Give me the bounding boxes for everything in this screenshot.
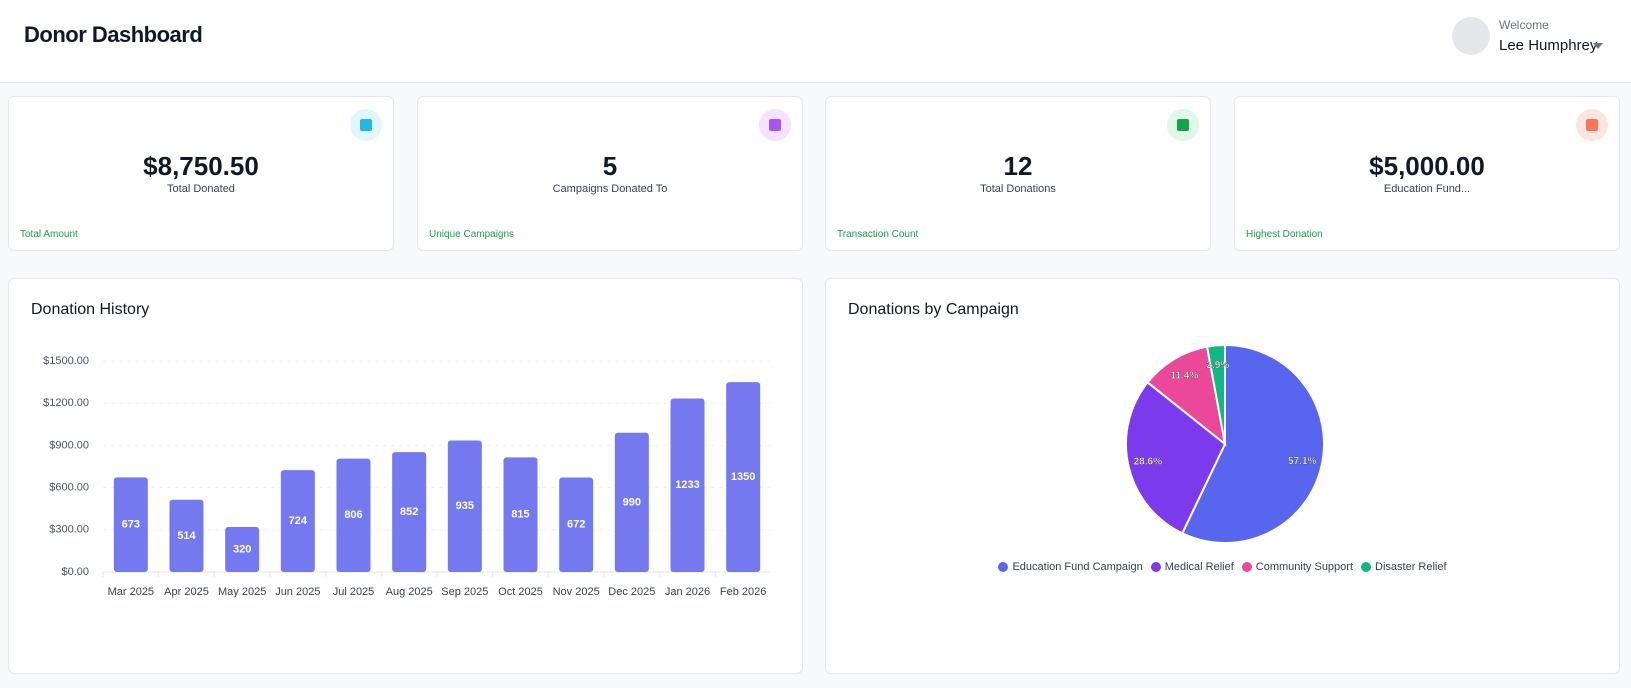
chart-title: Donations by Campaign <box>848 301 1019 318</box>
bar <box>169 499 204 572</box>
chart-panel: Donation History $0.00 $300.00 $600.00 $900… <box>8 278 803 674</box>
bar-value-label: 935 <box>456 500 474 512</box>
legend-swatch <box>1361 562 1372 572</box>
bar-value-label: 672 <box>567 519 585 531</box>
y-tick-label: $300.00 <box>49 524 89 536</box>
bar <box>614 432 649 572</box>
chart-title: Donation History <box>31 301 150 318</box>
bar-value-label: 320 <box>233 543 251 555</box>
slice-label: 28.6% <box>1134 456 1162 467</box>
x-tick-label: Sep 2025 <box>441 586 488 598</box>
legend: Education Fund Campaign Medical Relief Com… <box>826 561 1619 573</box>
y-tick-label: $1500.00 <box>43 355 89 367</box>
card-icon <box>1167 109 1199 141</box>
x-tick-label: May 2025 <box>218 586 266 598</box>
user-menu-caret[interactable] <box>1593 43 1603 49</box>
card-footer: Unique Campaigns <box>429 229 515 240</box>
stat-card: $5,000.00 Education Fund... Highest Dona… <box>1234 96 1620 251</box>
avatar[interactable] <box>1452 17 1490 55</box>
slice-label: 2.9% <box>1206 360 1229 371</box>
stat-card: $8,750.50 Total Donated Total Amount <box>8 96 394 251</box>
card-label: Campaigns Donated To <box>552 183 668 195</box>
legend-swatch <box>1241 562 1252 572</box>
x-tick-label: Jan 2026 <box>665 586 710 598</box>
legend-swatch <box>1150 562 1161 572</box>
card-value: 5 <box>602 151 618 181</box>
card-value: $5,000.00 <box>1369 151 1485 181</box>
legend-swatch <box>998 562 1009 572</box>
card-icon <box>759 109 791 141</box>
page-title: Donor Dashboard <box>24 22 203 47</box>
bar-value-label: 990 <box>623 496 641 508</box>
card-footer: Total Amount <box>20 229 78 240</box>
x-tick-label: Jul 2025 <box>333 586 375 598</box>
card-label: Education Fund... <box>1383 183 1471 195</box>
bar <box>113 477 148 572</box>
bar <box>392 452 427 572</box>
y-tick-label: $600.00 <box>49 482 89 494</box>
card-label: Total Donated <box>167 183 235 195</box>
chart: 57.1% 28.6% 11.4% 2.9% <box>1125 343 1325 544</box>
bar-value-label: 724 <box>289 515 308 527</box>
bar <box>225 526 260 572</box>
x-tick-label: Apr 2025 <box>164 586 209 598</box>
card-footer: Transaction Count <box>837 229 919 240</box>
bar-value-label: 852 <box>400 506 418 518</box>
y-tick-label: $900.00 <box>49 439 89 451</box>
stat-card: 5 Campaigns Donated To Unique Campaigns <box>417 96 803 251</box>
bar <box>559 477 594 572</box>
card-value: 12 <box>1003 151 1033 181</box>
legend-label: Community Support <box>1255 561 1354 573</box>
pie-slice <box>1180 343 1325 544</box>
card-footer: Highest Donation <box>1246 229 1323 240</box>
chart: $0.00 $300.00 $600.00 $900.00 $1200.00 $1500.… <box>43 355 771 598</box>
bar-value-label: 815 <box>511 509 529 521</box>
legend-label: Medical Relief <box>1164 561 1234 573</box>
x-tick-label: Aug 2025 <box>386 586 433 598</box>
card-label: Total Donations <box>980 183 1056 195</box>
bar-value-label: 514 <box>177 530 196 542</box>
welcome-text: Welcome <box>1499 18 1549 32</box>
bar-value-label: 1233 <box>675 479 699 491</box>
pie-slice <box>1205 343 1226 445</box>
bar <box>670 398 705 572</box>
bar <box>336 458 371 572</box>
slice-label: 11.4% <box>1170 371 1198 382</box>
slice-label: 57.1% <box>1288 456 1316 467</box>
bar <box>726 382 761 572</box>
x-tick-label: Jun 2025 <box>275 586 320 598</box>
legend-item[interactable]: Disaster Relief <box>1361 561 1447 573</box>
legend-item[interactable]: Medical Relief <box>1150 561 1234 573</box>
x-tick-label: Mar 2025 <box>108 586 154 598</box>
x-tick-label: Oct 2025 <box>498 586 543 598</box>
card-icon <box>1576 109 1608 141</box>
legend-item[interactable]: Education Fund Campaign <box>998 561 1143 573</box>
legend-item[interactable]: Community Support <box>1241 561 1354 573</box>
x-tick-label: Dec 2025 <box>608 586 655 598</box>
bar <box>503 457 538 572</box>
stat-card: 12 Total Donations Transaction Count <box>825 96 1211 251</box>
card-value: $8,750.50 <box>143 151 259 181</box>
pie-slice <box>1146 345 1227 447</box>
pie-slice <box>1125 380 1227 535</box>
bar-value-label: 806 <box>344 509 362 521</box>
x-tick-label: Nov 2025 <box>553 586 600 598</box>
bar-value-label: 673 <box>122 519 140 531</box>
user-name[interactable]: Lee Humphrey <box>1499 37 1598 54</box>
card-icon <box>350 109 382 141</box>
y-tick-label: $1200.00 <box>43 397 89 409</box>
legend-label: Education Fund Campaign <box>1012 561 1143 573</box>
y-tick-label: $0.00 <box>61 566 89 578</box>
header: Donor Dashboard Welcome Lee Humphrey <box>0 0 1631 83</box>
bar-value-label: 1350 <box>731 471 755 483</box>
chart-panel: Donations by Campaign 57.1% 28.6% 11.4% 2.9… <box>825 278 1620 674</box>
x-tick-label: Feb 2026 <box>720 586 766 598</box>
legend-label: Disaster Relief <box>1375 561 1447 573</box>
bar <box>280 470 315 572</box>
bar <box>447 440 482 572</box>
